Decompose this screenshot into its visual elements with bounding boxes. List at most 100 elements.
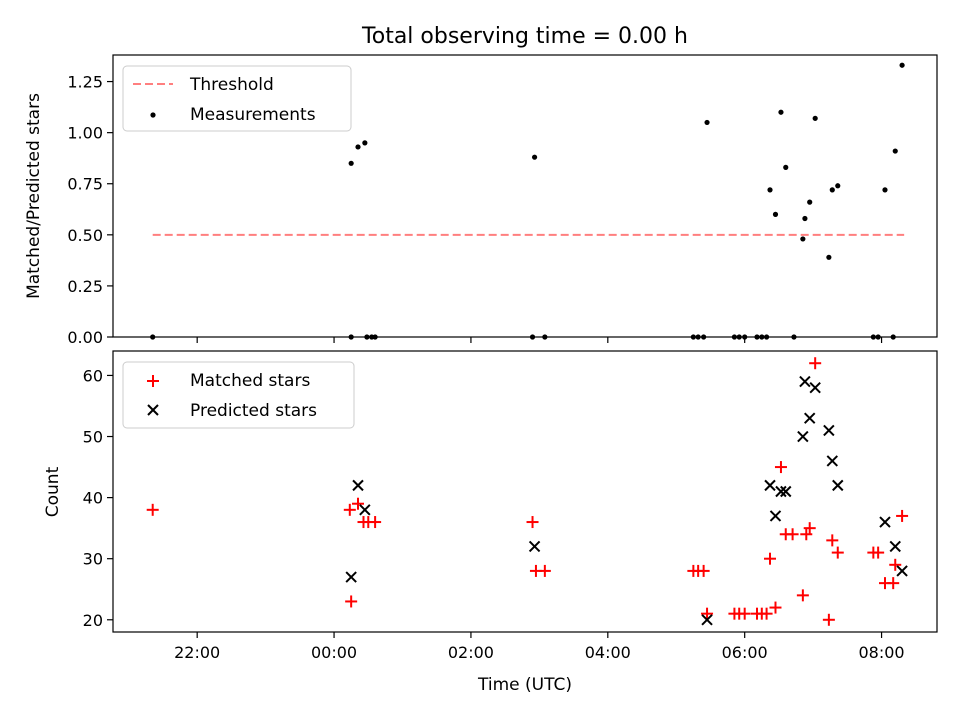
predicted-star-point xyxy=(889,540,901,553)
x-tick-label: 06:00 xyxy=(722,643,768,662)
measurement-point xyxy=(778,109,784,115)
measurement-point xyxy=(899,62,905,68)
measurement-point xyxy=(772,211,779,217)
bottom-y-axis-label: Count xyxy=(43,466,63,517)
y-tick-label: 50 xyxy=(83,428,103,447)
y-tick-label: 20 xyxy=(83,611,103,630)
matched-star-point xyxy=(831,546,844,559)
top-legend: Threshold Measurements xyxy=(122,65,352,132)
matched-star-point xyxy=(822,613,835,626)
measurement-point xyxy=(807,199,813,205)
x-tick-label: 08:00 xyxy=(859,643,905,662)
legend-matched-label: Matched stars xyxy=(190,371,310,391)
bottom-legend-box xyxy=(122,361,355,429)
measurement-point xyxy=(812,115,818,121)
x-tick-label: 22:00 xyxy=(174,643,220,662)
matched-star-point xyxy=(369,516,382,529)
x-tick-label: 04:00 xyxy=(585,643,631,662)
bottom-panel-frame xyxy=(112,350,938,633)
matched-star-point xyxy=(872,546,885,559)
y-tick-label: 0.75 xyxy=(67,175,103,194)
predicted-star-point xyxy=(823,424,835,437)
measurement-point xyxy=(531,154,538,160)
predicted-star-point xyxy=(799,375,811,388)
x-axis-label: Time (UTC) xyxy=(477,675,572,695)
predicted-star-point xyxy=(359,504,371,516)
matched-star-point xyxy=(526,516,539,529)
predicted-star-point xyxy=(780,485,792,498)
matched-star-point xyxy=(774,461,787,474)
measurement-point xyxy=(835,183,841,189)
measurement-point xyxy=(829,187,835,193)
predicted-star-point xyxy=(701,614,713,626)
matched-star-point xyxy=(343,503,356,516)
measurement-point xyxy=(348,160,354,166)
y-tick-label: 0.00 xyxy=(67,328,103,347)
legend-measurements-label: Measurements xyxy=(190,105,316,125)
matched-star-point xyxy=(760,607,773,620)
legend-threshold-label: Threshold xyxy=(189,75,274,95)
y-tick-label: 60 xyxy=(83,366,103,385)
predicted-star-point xyxy=(832,479,844,492)
measurement-point xyxy=(802,215,808,222)
x-tick-label: 00:00 xyxy=(311,643,357,662)
predicted-star-point xyxy=(345,571,357,583)
predicted-star-point xyxy=(809,381,821,394)
matched-star-point xyxy=(146,503,159,516)
matched-star-point xyxy=(803,522,816,535)
top-panel-frame xyxy=(112,54,938,338)
predicted-star-point xyxy=(803,412,816,424)
y-tick-label: 1.00 xyxy=(67,124,103,143)
bottom-panel: 20 30 40 50 60 22:00 00:00 02:00 04:00 06:00 08:0… xyxy=(43,350,938,695)
measurement-point xyxy=(882,187,888,193)
chart-title: Total observing time = 0.00 h xyxy=(361,24,688,49)
y-tick-label: 40 xyxy=(83,489,103,508)
predicted-star-point xyxy=(826,455,838,467)
top-panel: 0.00 0.25 0.50 0.75 1.00 1.25 Matched/Predict… xyxy=(24,54,938,347)
measurement-point xyxy=(892,148,898,154)
predicted-star-point xyxy=(797,430,809,443)
measurement-point xyxy=(362,140,368,146)
matched-star-point xyxy=(769,601,782,614)
matched-star-point xyxy=(738,607,751,620)
measurement-point xyxy=(826,254,832,260)
predicted-star-point xyxy=(769,510,782,522)
matched-star-point xyxy=(538,564,551,577)
bottom-legend: Matched stars Predicted stars xyxy=(122,361,355,429)
measurement-point xyxy=(783,164,789,170)
top-y-axis-label: Matched/Predicted stars xyxy=(24,93,44,299)
matched-star-point xyxy=(786,528,799,541)
y-tick-label: 1.25 xyxy=(67,73,103,92)
legend-predicted-x-icon xyxy=(147,404,159,416)
matched-star-point xyxy=(796,589,809,602)
predicted-star-point xyxy=(896,565,908,577)
measurement-point xyxy=(704,119,710,126)
legend-measurements-dot-icon xyxy=(150,112,156,118)
matched-star-point xyxy=(352,497,365,510)
predicted-star-point xyxy=(879,516,891,528)
matched-star-point xyxy=(697,564,710,577)
top-legend-box xyxy=(122,65,352,132)
matched-star-point xyxy=(889,558,902,571)
predicted-star-point xyxy=(775,485,787,498)
matched-star-point xyxy=(896,509,909,522)
matched-star-point xyxy=(887,577,900,590)
measurement-point xyxy=(800,236,806,242)
matched-star-point xyxy=(800,528,813,541)
matched-star-point xyxy=(809,357,822,370)
predicted-star-point xyxy=(764,479,776,492)
predicted-star-point xyxy=(528,540,541,553)
matched-star-point xyxy=(701,607,714,620)
legend-predicted-label: Predicted stars xyxy=(190,401,317,421)
matched-star-point xyxy=(826,534,839,547)
matched-star-point xyxy=(764,552,777,565)
y-tick-label: 0.50 xyxy=(67,226,103,245)
measurement-point xyxy=(355,144,361,150)
predicted-star-point xyxy=(352,479,364,492)
x-tick-label: 02:00 xyxy=(448,643,494,662)
matched-star-point xyxy=(345,595,358,608)
legend-matched-plus-icon xyxy=(147,375,159,387)
measurement-point xyxy=(767,187,773,193)
y-tick-label: 30 xyxy=(83,550,103,569)
